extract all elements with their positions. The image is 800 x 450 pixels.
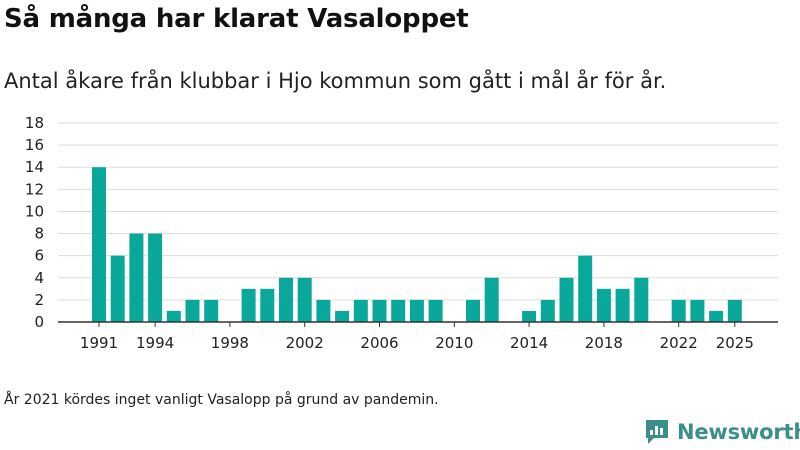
bar-2001 — [279, 277, 293, 322]
y-tick-label: 6 — [34, 247, 44, 265]
bar-2007 — [391, 299, 406, 322]
bar-2008 — [409, 299, 424, 322]
x-tick-label: 1994 — [136, 334, 174, 352]
x-tick-label: 2014 — [510, 334, 548, 352]
bar-2020 — [634, 277, 649, 322]
bar-2018 — [596, 288, 611, 322]
bar-1996 — [185, 299, 200, 322]
newsworthy-logo-icon — [646, 420, 668, 444]
bar-2025 — [727, 299, 742, 322]
chart-subtitle: Antal åkare från klubbar i Hjo kommun so… — [4, 69, 667, 93]
y-tick-label: 10 — [25, 202, 44, 220]
y-tick-label: 18 — [25, 114, 44, 132]
bar-1995 — [166, 310, 181, 322]
bar-1994 — [148, 233, 163, 322]
bar-2011 — [466, 299, 480, 322]
y-tick-label: 12 — [25, 180, 44, 198]
y-tick-label: 2 — [34, 291, 44, 309]
x-tick-label: 2010 — [435, 334, 473, 352]
y-tick-label: 0 — [34, 313, 44, 331]
bar-2015 — [540, 299, 555, 322]
x-tick-label: 1991 — [80, 334, 118, 352]
bar-2002 — [297, 277, 312, 322]
bar-2017 — [578, 255, 593, 322]
bar-2003 — [316, 299, 331, 322]
y-tick-label: 16 — [25, 136, 44, 154]
bar-2009 — [428, 299, 443, 322]
bar-1997 — [204, 299, 219, 322]
footnote: År 2021 kördes inget vanligt Vasalopp på… — [4, 392, 439, 408]
brand-logo: Newsworthy — [644, 418, 800, 446]
bar-2016 — [559, 277, 574, 322]
bar-2022 — [671, 299, 686, 322]
bar-2000 — [260, 288, 275, 322]
y-tick-label: 14 — [25, 158, 44, 176]
x-tick-label: 1998 — [211, 334, 249, 352]
y-tick-label: 4 — [34, 269, 44, 287]
bar-1993 — [129, 233, 144, 322]
bar-2024 — [709, 310, 724, 322]
x-tick-label: 2002 — [286, 334, 324, 352]
brand-name: Newsworthy — [677, 420, 800, 444]
x-tick-label: 2022 — [660, 334, 698, 352]
bar-2006 — [372, 299, 387, 322]
bar-2014 — [522, 310, 537, 322]
bar-2023 — [690, 299, 705, 322]
x-tick-label: 2025 — [716, 334, 754, 352]
y-tick-label: 8 — [34, 225, 44, 243]
bar-2005 — [353, 299, 368, 322]
x-tick-label: 2006 — [360, 334, 398, 352]
bar-2004 — [335, 310, 350, 322]
bar-2019 — [615, 288, 630, 322]
bar-1991 — [92, 167, 106, 322]
bar-1999 — [241, 288, 256, 322]
x-tick-label: 2018 — [585, 334, 623, 352]
chart-title: Så många har klarat Vasaloppet — [4, 4, 469, 34]
bar-2012 — [484, 277, 499, 322]
bar-1992 — [110, 255, 125, 322]
